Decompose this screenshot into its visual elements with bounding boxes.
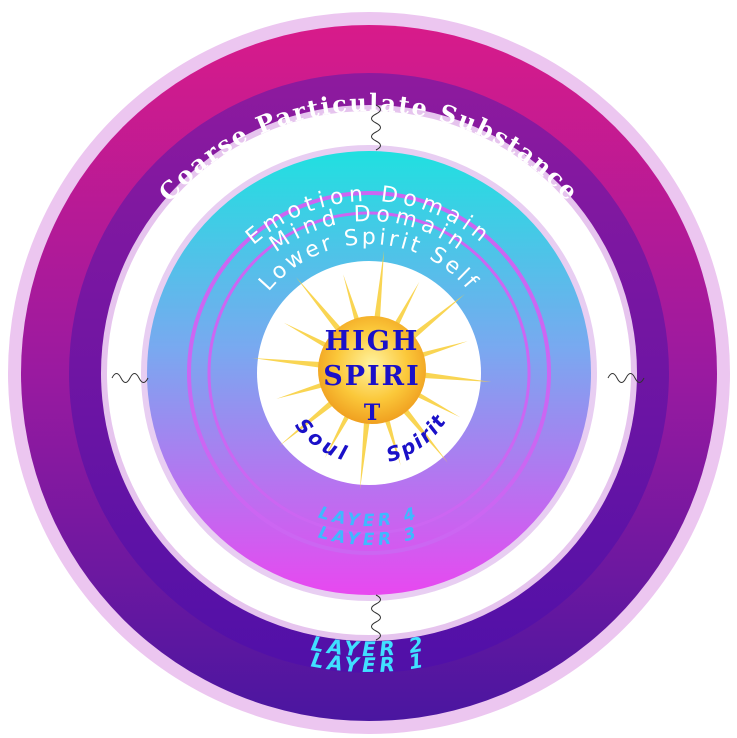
- spring-top: [371, 104, 381, 151]
- spring-bottom: [371, 594, 381, 641]
- high-spirit-line-1: HIGH: [325, 326, 420, 357]
- mind-domain-boundary: [187, 191, 551, 555]
- high-spirit-line-3: T: [364, 400, 381, 426]
- spring-left: [111, 373, 149, 383]
- high-spirit-sun: [318, 316, 426, 424]
- spring-right: [607, 373, 645, 383]
- high-spirit-line-2: SPIRI: [323, 361, 421, 392]
- spirit-boundary: [207, 211, 531, 535]
- spring-connectors: [111, 104, 645, 641]
